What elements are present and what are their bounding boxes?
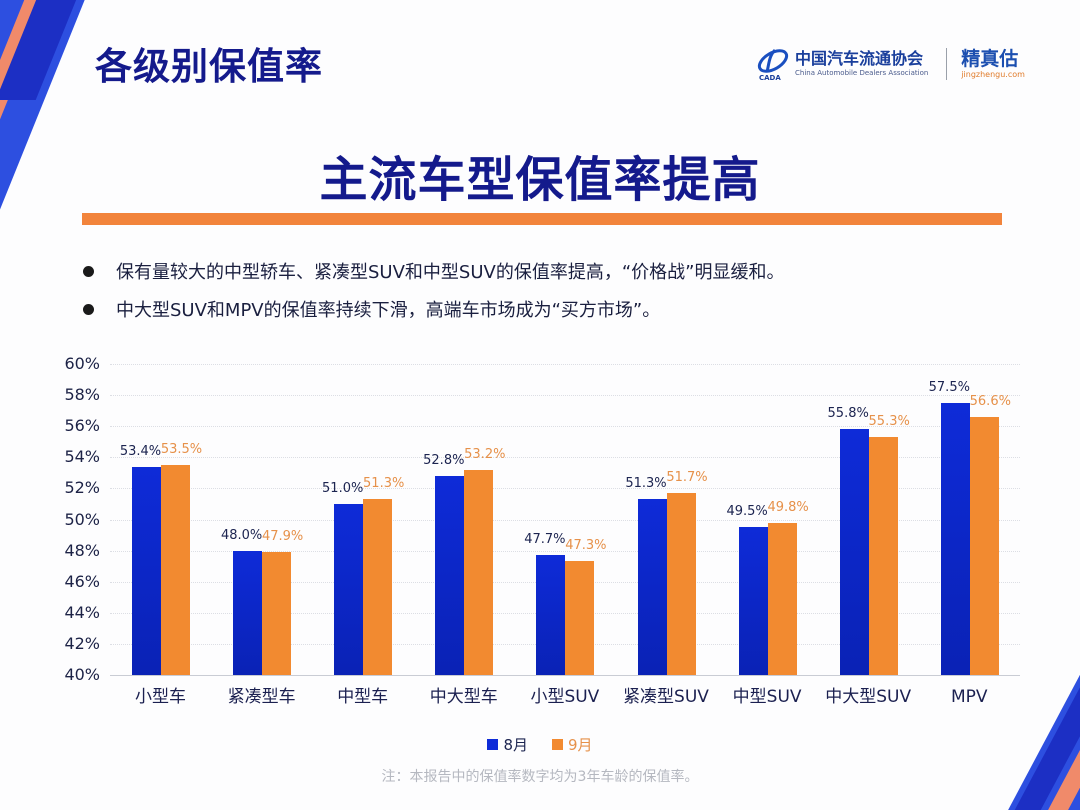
bullet-item: 保有量较大的中型轿车、紧凑型SUV和中型SUV的保值率提高，“价格战”明显缓和。 <box>83 252 784 290</box>
title-underline <box>82 213 1002 225</box>
section-title: 各级别保值率 <box>95 45 323 88</box>
legend-item-aug: 8月 <box>487 734 528 755</box>
x-axis-category-label: 紧凑型SUV <box>623 687 709 707</box>
bar-aug <box>435 475 465 675</box>
bar-aug <box>940 402 970 675</box>
legend-swatch-icon <box>552 739 563 750</box>
bar-sep <box>767 522 797 675</box>
bar-sep <box>969 416 999 675</box>
x-axis-category-label: MPV <box>951 687 988 707</box>
gridline <box>110 395 1020 397</box>
data-label: 51.3% <box>363 476 405 492</box>
legend-swatch-icon <box>487 739 499 750</box>
y-axis-tick-label: 58% <box>64 385 100 405</box>
footnote: 注：本报告中的保值率数字均为3年车龄的保值率。 <box>381 769 699 785</box>
logo-area: CADA 中国汽车流通协会 China Automobile Dealers A… <box>755 44 1025 84</box>
bar-sep <box>868 437 898 675</box>
main-title: 主流车型保值率提高 <box>319 152 761 208</box>
gridline <box>110 488 1020 490</box>
data-label: 49.5% <box>726 504 768 520</box>
data-label: 56.6% <box>969 393 1011 409</box>
legend-item-sep: 9月 <box>552 734 593 755</box>
bar-sep <box>464 469 494 675</box>
bullet-text: 中大型SUV和MPV的保值率持续下滑，高端车市场成为“买方市场”。 <box>116 300 661 321</box>
bar-sep <box>565 561 595 675</box>
gridline <box>110 426 1020 428</box>
bar-aug <box>334 503 364 675</box>
bar-sep <box>161 465 190 675</box>
data-label: 47.9% <box>261 529 304 545</box>
data-label: 57.5% <box>928 379 970 395</box>
svg-text:CADA: CADA <box>759 74 781 82</box>
y-axis-tick-label: 60% <box>64 354 100 373</box>
y-axis-tick-label: 46% <box>64 571 100 591</box>
bar-aug <box>233 550 263 675</box>
logo-divider <box>946 48 948 80</box>
bar-aug <box>536 555 566 675</box>
y-axis-tick-label: 48% <box>64 540 100 560</box>
data-label: 52.8% <box>423 452 465 468</box>
data-label: 55.3% <box>868 414 910 430</box>
x-axis-category-label: 中型车 <box>337 687 389 707</box>
data-label: 51.3% <box>625 476 667 492</box>
y-axis-tick-label: 44% <box>64 602 100 622</box>
y-axis-tick-label: 54% <box>64 447 100 467</box>
bar-aug <box>738 527 768 675</box>
data-label: 49.8% <box>767 499 809 515</box>
data-label: 47.3% <box>565 538 607 554</box>
bullet-dot-icon <box>83 303 94 315</box>
bar-sep <box>666 493 696 675</box>
legend-label: 9月 <box>568 736 593 754</box>
x-axis-line <box>110 675 1020 676</box>
x-axis-category-label: 中大型SUV <box>825 687 912 707</box>
bar-sep <box>363 499 393 675</box>
data-label: 47.7% <box>524 532 566 548</box>
chart-legend: 8月 9月 <box>0 734 1080 755</box>
y-axis-tick-label: 40% <box>64 665 100 684</box>
brand-url: jingzhengu.com <box>961 70 1025 79</box>
org-name-cn: 中国汽车流通协会 <box>795 49 924 68</box>
gridline <box>110 550 1020 552</box>
y-axis-tick-label: 56% <box>64 416 100 436</box>
bullet-dot-icon <box>83 265 94 277</box>
x-axis-category-label: 中大型车 <box>429 687 498 707</box>
bar-aug <box>132 466 161 675</box>
y-axis-tick-label: 42% <box>64 633 100 653</box>
x-axis-category-label: 小型车 <box>135 687 186 707</box>
y-axis-tick-label: 50% <box>64 509 100 529</box>
data-label: 53.5% <box>160 442 203 458</box>
data-label: 51.0% <box>322 480 364 496</box>
bullet-text: 保有量较大的中型轿车、紧凑型SUV和中型SUV的保值率提高，“价格战”明显缓和。 <box>116 262 785 283</box>
brand-name: 精真估 <box>961 48 1019 70</box>
bar-sep <box>262 552 292 675</box>
data-label: 53.2% <box>464 446 506 462</box>
gridline <box>110 364 1020 365</box>
data-label: 55.8% <box>827 406 869 422</box>
x-axis-category-label: 小型SUV <box>530 687 600 707</box>
data-label: 48.0% <box>220 527 263 543</box>
bar-aug <box>839 429 869 675</box>
cada-logo-icon: CADA <box>755 46 791 82</box>
data-label: 53.4% <box>119 443 162 459</box>
org-name: 中国汽车流通协会 China Automobile Dealers Associ… <box>795 50 928 78</box>
x-axis-category-label: 中型SUV <box>732 687 802 707</box>
bullet-list: 保有量较大的中型轿车、紧凑型SUV和中型SUV的保值率提高，“价格战”明显缓和。… <box>83 252 784 328</box>
bar-chart: 60% 58% 56% 54% 52% 50% 48% 46% 44% 42% 40% 53.4% 53… <box>0 340 1080 707</box>
bar-aug <box>637 499 667 675</box>
brand-logo: 精真估 jingzhengu.com <box>961 48 1025 80</box>
org-name-en: China Automobile Dealers Association <box>795 69 929 77</box>
x-axis-category-label: 紧凑型车 <box>227 687 296 707</box>
gridline <box>110 519 1020 521</box>
gridline <box>110 457 1020 459</box>
bullet-item: 中大型SUV和MPV的保值率持续下滑，高端车市场成为“买方市场”。 <box>83 290 784 328</box>
data-label: 51.7% <box>666 470 708 486</box>
legend-label: 8月 <box>503 736 528 754</box>
y-axis-tick-label: 52% <box>64 478 100 498</box>
